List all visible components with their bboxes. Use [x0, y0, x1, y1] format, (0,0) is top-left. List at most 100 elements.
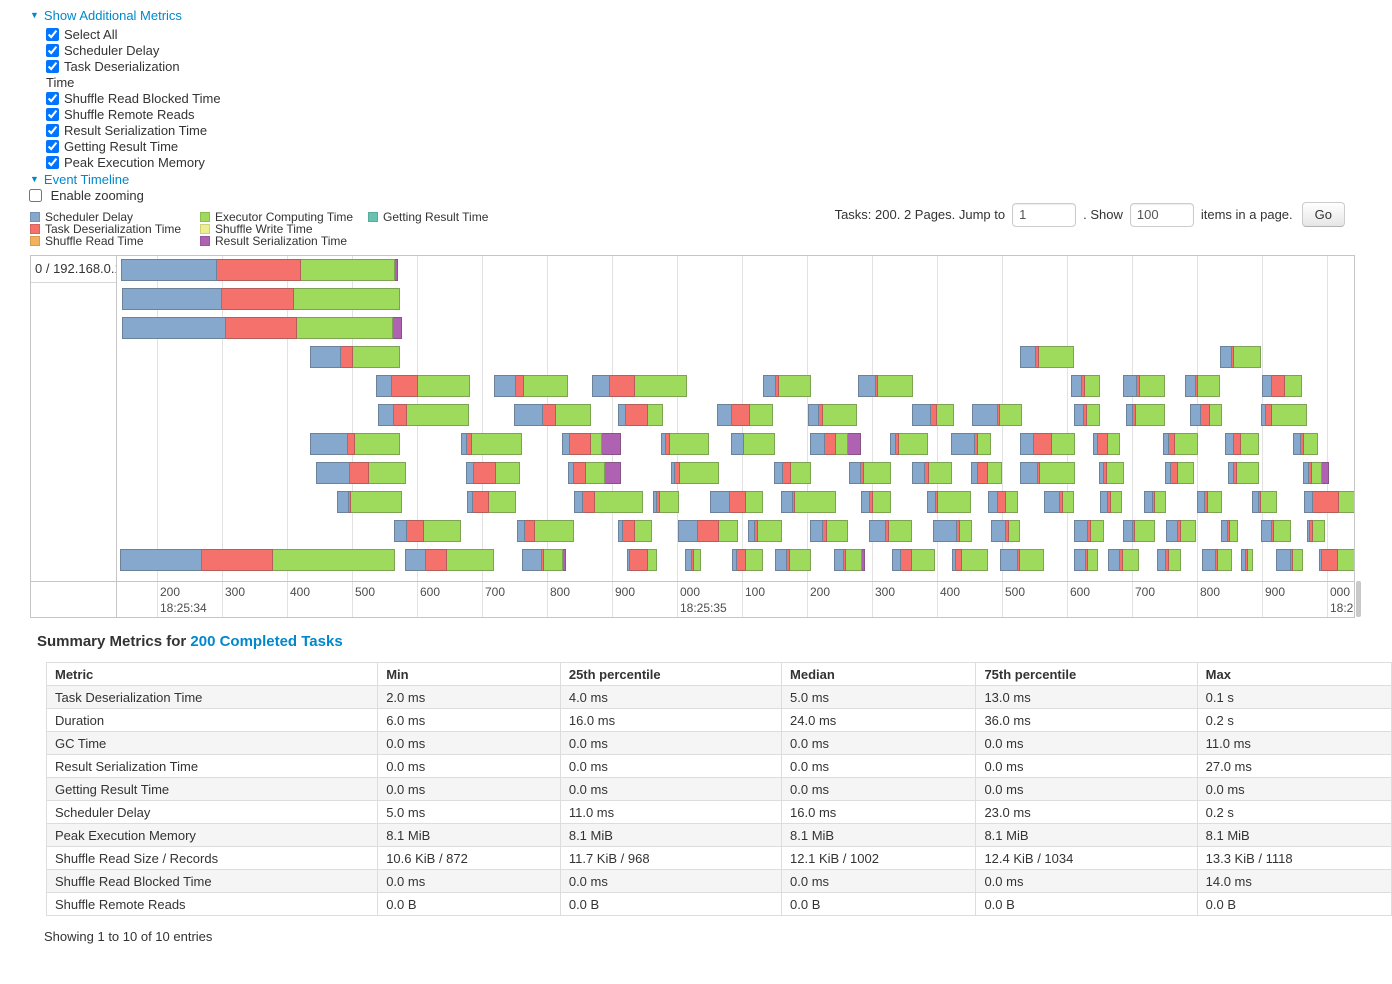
- task-bar[interactable]: [121, 259, 398, 281]
- task-bar[interactable]: [461, 433, 522, 455]
- task-bar[interactable]: [337, 491, 402, 513]
- jump-to-page-input[interactable]: [1012, 202, 1077, 227]
- task-bar[interactable]: [1197, 491, 1222, 513]
- task-bar[interactable]: [991, 520, 1020, 542]
- task-bar[interactable]: [1020, 346, 1074, 368]
- task-bar[interactable]: [1307, 520, 1325, 542]
- checkbox-getting-result-time[interactable]: [46, 140, 59, 153]
- checkbox-result-serialization-time[interactable]: [46, 124, 59, 137]
- task-bar[interactable]: [1000, 549, 1044, 571]
- task-bar[interactable]: [592, 375, 687, 397]
- task-bar[interactable]: [1185, 375, 1220, 397]
- task-bar[interactable]: [1220, 346, 1261, 368]
- task-bar[interactable]: [869, 520, 912, 542]
- task-bar[interactable]: [1099, 462, 1124, 484]
- task-bar[interactable]: [653, 491, 679, 513]
- task-bar[interactable]: [1020, 462, 1075, 484]
- task-bar[interactable]: [1071, 375, 1100, 397]
- task-bar[interactable]: [467, 491, 516, 513]
- task-bar[interactable]: [1108, 549, 1139, 571]
- task-bar[interactable]: [717, 404, 773, 426]
- task-bar[interactable]: [618, 520, 652, 542]
- task-bar[interactable]: [849, 462, 891, 484]
- task-bar[interactable]: [678, 520, 738, 542]
- task-bar[interactable]: [466, 462, 520, 484]
- task-bar[interactable]: [732, 549, 763, 571]
- task-bar[interactable]: [1228, 462, 1259, 484]
- task-bar[interactable]: [1100, 491, 1122, 513]
- task-bar[interactable]: [514, 404, 591, 426]
- task-bar[interactable]: [763, 375, 811, 397]
- task-bar[interactable]: [1241, 549, 1253, 571]
- task-bar[interactable]: [1190, 404, 1222, 426]
- task-bar[interactable]: [122, 288, 400, 310]
- enable-zooming-checkbox[interactable]: [29, 189, 42, 202]
- task-bar[interactable]: [1252, 491, 1277, 513]
- task-bar[interactable]: [1123, 375, 1165, 397]
- task-bar[interactable]: [1261, 520, 1291, 542]
- task-bar[interactable]: [951, 433, 991, 455]
- task-bar[interactable]: [627, 549, 657, 571]
- task-bar[interactable]: [685, 549, 701, 571]
- task-bar[interactable]: [618, 404, 663, 426]
- checkbox-select-all[interactable]: [46, 28, 59, 41]
- task-bar[interactable]: [310, 433, 400, 455]
- task-bar[interactable]: [858, 375, 913, 397]
- task-bar[interactable]: [775, 549, 811, 571]
- task-bar[interactable]: [988, 491, 1018, 513]
- checkbox-shuffle-remote-reads[interactable]: [46, 108, 59, 121]
- checkbox-scheduler-delay[interactable]: [46, 44, 59, 57]
- task-bar[interactable]: [972, 404, 1022, 426]
- task-bar[interactable]: [1074, 520, 1104, 542]
- task-bar[interactable]: [927, 491, 971, 513]
- task-bar[interactable]: [574, 491, 643, 513]
- task-bar[interactable]: [661, 433, 709, 455]
- task-bar[interactable]: [810, 433, 861, 455]
- task-bar[interactable]: [376, 375, 470, 397]
- task-bar[interactable]: [1074, 549, 1098, 571]
- task-bar[interactable]: [971, 462, 1002, 484]
- task-bar[interactable]: [1093, 433, 1120, 455]
- task-bar[interactable]: [1262, 375, 1302, 397]
- task-bar[interactable]: [1261, 404, 1307, 426]
- task-bar[interactable]: [405, 549, 494, 571]
- task-bar[interactable]: [1319, 549, 1354, 571]
- task-bar[interactable]: [748, 520, 782, 542]
- checkbox-peak-execution-memory[interactable]: [46, 156, 59, 169]
- task-bar[interactable]: [1123, 520, 1155, 542]
- task-bar[interactable]: [861, 491, 891, 513]
- task-bar[interactable]: [671, 462, 719, 484]
- task-bar[interactable]: [1304, 491, 1354, 513]
- task-bar[interactable]: [1020, 433, 1075, 455]
- task-bar[interactable]: [808, 404, 857, 426]
- task-bar[interactable]: [1044, 491, 1074, 513]
- go-button[interactable]: Go: [1301, 202, 1345, 227]
- task-bar[interactable]: [892, 549, 935, 571]
- task-bar[interactable]: [1202, 549, 1232, 571]
- checkbox-shuffle-read-blocked-time[interactable]: [46, 92, 59, 105]
- task-bar[interactable]: [781, 491, 836, 513]
- task-bar[interactable]: [933, 520, 972, 542]
- task-bar[interactable]: [1166, 520, 1196, 542]
- task-bar[interactable]: [522, 549, 566, 571]
- task-bar[interactable]: [912, 404, 954, 426]
- task-bar[interactable]: [316, 462, 406, 484]
- checkbox-task-deserialization-time[interactable]: [46, 60, 59, 73]
- task-bar[interactable]: [378, 404, 469, 426]
- task-bar[interactable]: [122, 317, 402, 339]
- task-bar[interactable]: [731, 433, 775, 455]
- task-bar[interactable]: [1225, 433, 1259, 455]
- task-bar[interactable]: [774, 462, 811, 484]
- task-bar[interactable]: [120, 549, 395, 571]
- task-bar[interactable]: [517, 520, 574, 542]
- show-additional-metrics-toggle[interactable]: ▼ Show Additional Metrics: [30, 8, 182, 23]
- task-bar[interactable]: [1074, 404, 1100, 426]
- task-bar[interactable]: [494, 375, 568, 397]
- event-timeline-toggle[interactable]: ▼ Event Timeline: [30, 172, 129, 187]
- task-bar[interactable]: [1276, 549, 1303, 571]
- task-bar[interactable]: [1163, 433, 1198, 455]
- task-bar[interactable]: [834, 549, 865, 571]
- task-bar[interactable]: [1303, 462, 1329, 484]
- task-bar[interactable]: [394, 520, 461, 542]
- task-bar[interactable]: [1144, 491, 1166, 513]
